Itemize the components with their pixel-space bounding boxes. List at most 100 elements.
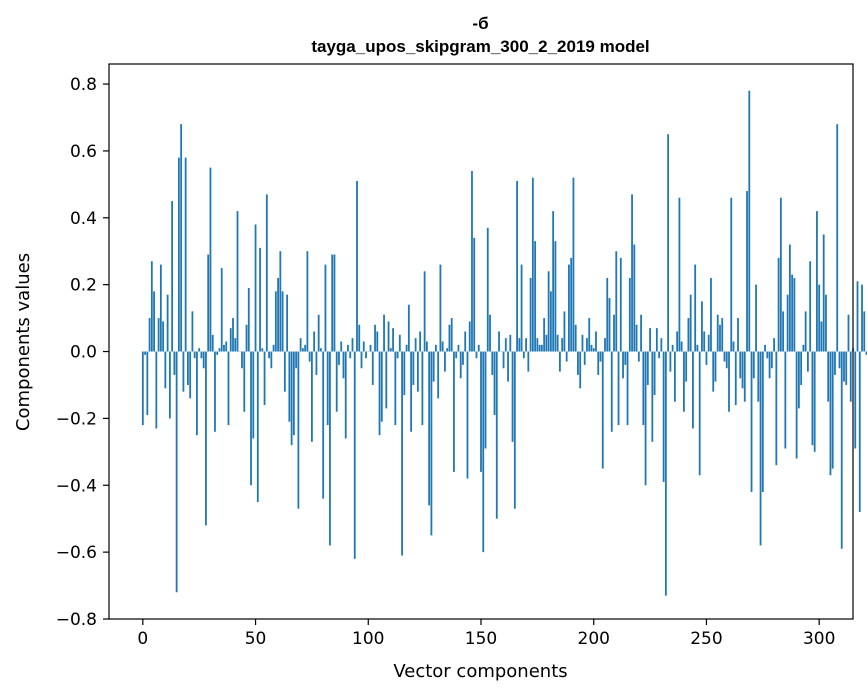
bar-85 <box>333 254 336 352</box>
bars-group <box>141 90 867 596</box>
bar-151 <box>482 351 485 553</box>
bar-56 <box>268 351 270 359</box>
bar-316 <box>854 351 857 449</box>
bar-46 <box>245 324 248 352</box>
bar-263 <box>734 351 737 406</box>
bar-20 <box>187 351 189 385</box>
bar-4 <box>150 261 153 352</box>
bar-275 <box>761 351 764 492</box>
bar-168 <box>520 264 523 352</box>
bar-271 <box>752 351 755 379</box>
bar-68 <box>295 351 298 369</box>
bar-209 <box>613 314 615 352</box>
bar-116 <box>403 351 406 395</box>
bar-169 <box>522 351 525 359</box>
x-tick-label: 250 <box>690 629 722 649</box>
bar-236 <box>673 351 676 402</box>
bar-320 <box>863 311 866 352</box>
bar-128 <box>430 351 433 536</box>
bar-133 <box>441 341 444 352</box>
x-tick-label: 100 <box>352 629 384 649</box>
bar-90 <box>344 351 347 439</box>
bar-11 <box>166 294 169 352</box>
bar-155 <box>491 351 494 375</box>
bar-188 <box>565 351 568 362</box>
bar-241 <box>685 351 688 382</box>
bar-177 <box>540 344 543 352</box>
bar-171 <box>527 351 530 372</box>
bar-107 <box>383 314 385 352</box>
bar-79 <box>320 348 322 352</box>
bar-134 <box>444 351 446 372</box>
bar-113 <box>396 351 399 359</box>
plot-frame <box>108 63 854 620</box>
bar-309 <box>838 351 841 369</box>
bar-217 <box>631 194 633 352</box>
bar-55 <box>265 194 268 352</box>
bar-10 <box>164 351 167 389</box>
bar-270 <box>750 351 753 492</box>
bar-40 <box>232 318 234 352</box>
bar-199 <box>590 344 593 352</box>
bar-192 <box>574 324 577 352</box>
bar-81 <box>324 264 327 352</box>
bar-254 <box>714 351 717 382</box>
bar-295 <box>807 351 809 372</box>
bar-0 <box>141 351 144 426</box>
bar-13 <box>171 201 174 352</box>
bar-286 <box>786 294 789 352</box>
bar-306 <box>831 351 834 469</box>
bar-164 <box>511 351 514 442</box>
bar-232 <box>664 351 667 596</box>
bar-170 <box>525 338 527 352</box>
bar-210 <box>615 251 618 352</box>
bar-63 <box>283 351 286 392</box>
bar-242 <box>687 318 690 352</box>
bar-186 <box>561 338 564 352</box>
y-tick-label: 0.2 <box>70 276 97 296</box>
bar-205 <box>604 338 606 352</box>
bar-280 <box>773 338 775 352</box>
bar-5 <box>153 291 155 352</box>
bar-25 <box>198 348 201 352</box>
bar-302 <box>822 234 825 352</box>
bar-245 <box>694 264 697 352</box>
bar-38 <box>227 351 230 426</box>
bar-237 <box>676 331 679 352</box>
bar-304 <box>827 351 830 402</box>
bar-180 <box>547 271 550 352</box>
bar-292 <box>800 351 803 385</box>
bar-272 <box>755 284 757 352</box>
bar-145 <box>468 321 471 352</box>
bar-303 <box>825 294 827 352</box>
bar-220 <box>637 351 640 362</box>
bar-296 <box>809 261 812 352</box>
bar-41 <box>234 338 237 352</box>
bar-248 <box>701 301 703 352</box>
bar-196 <box>583 351 586 365</box>
bar-278 <box>768 351 771 379</box>
bar-319 <box>861 284 863 352</box>
bar-194 <box>579 351 582 389</box>
bar-77 <box>315 351 318 375</box>
bar-147 <box>473 237 476 352</box>
bar-195 <box>581 334 584 352</box>
bar-293 <box>802 344 805 352</box>
bar-130 <box>435 344 437 352</box>
bar-158 <box>498 331 500 352</box>
bar-12 <box>168 351 171 419</box>
bar-15 <box>175 351 178 593</box>
bar-157 <box>495 351 498 519</box>
bar-308 <box>836 124 839 352</box>
bar-96 <box>358 324 361 352</box>
bar-261 <box>730 197 733 352</box>
bar-105 <box>378 351 381 436</box>
bar-215 <box>626 351 629 426</box>
bar-223 <box>644 351 647 486</box>
bar-298 <box>813 351 816 452</box>
bar-101 <box>369 344 372 352</box>
bar-230 <box>660 338 663 352</box>
bar-294 <box>804 311 807 352</box>
bar-123 <box>419 331 422 352</box>
bar-221 <box>640 314 642 352</box>
